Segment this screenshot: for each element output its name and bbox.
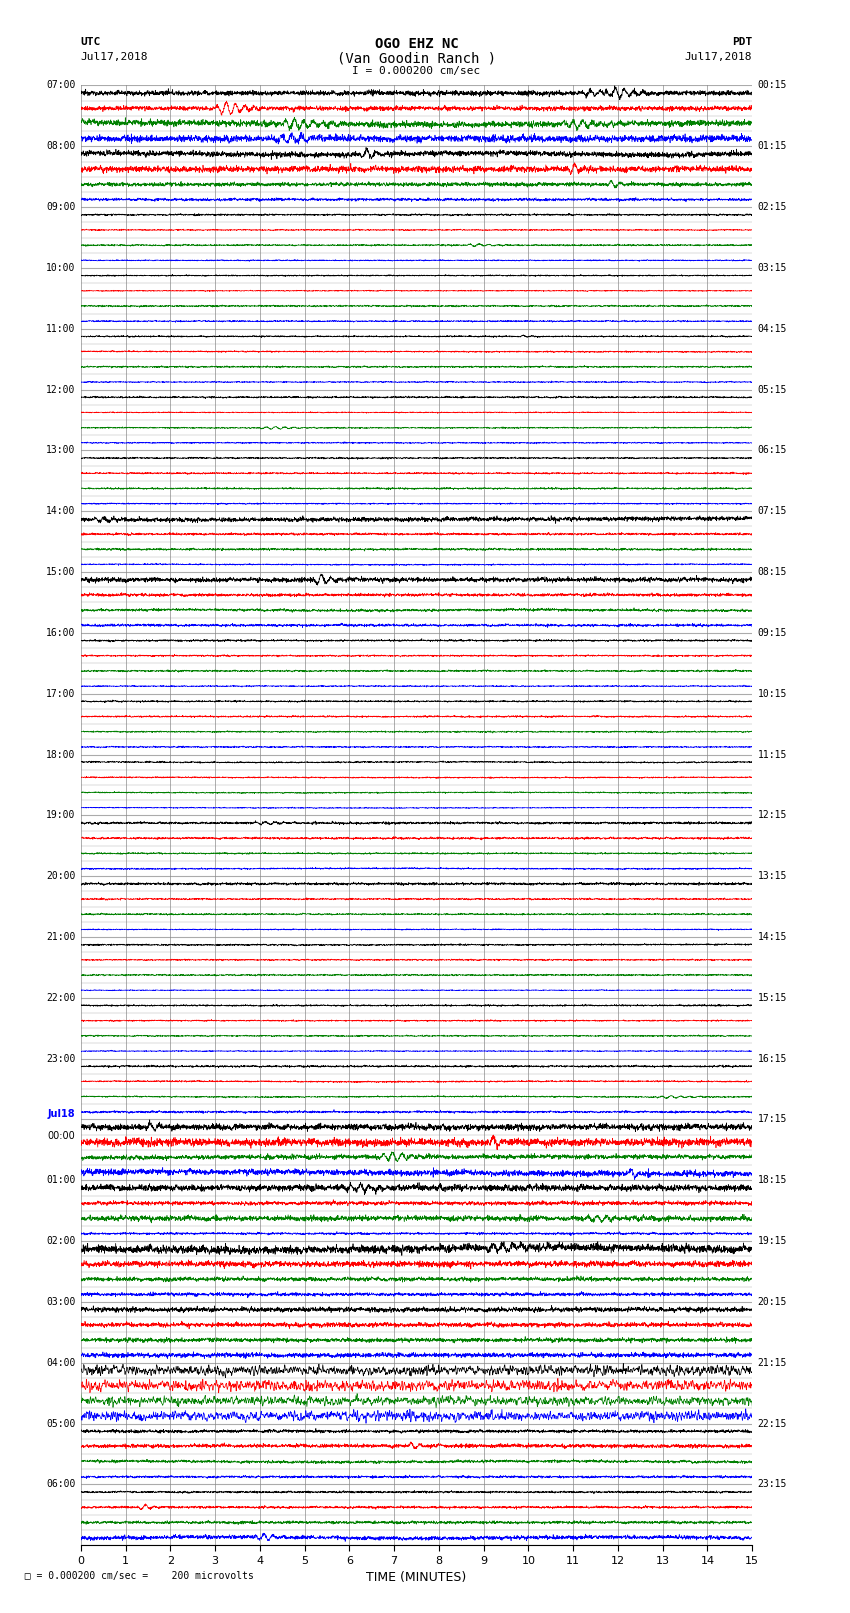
Text: Jul18: Jul18 <box>48 1110 76 1119</box>
Text: 16:00: 16:00 <box>46 627 76 637</box>
Text: 21:15: 21:15 <box>757 1358 787 1368</box>
Text: 14:15: 14:15 <box>757 932 787 942</box>
Text: 22:00: 22:00 <box>46 994 76 1003</box>
Text: 09:15: 09:15 <box>757 627 787 637</box>
Text: UTC: UTC <box>81 37 101 47</box>
Text: 12:15: 12:15 <box>757 810 787 821</box>
Text: 05:15: 05:15 <box>757 384 787 395</box>
Text: 00:00: 00:00 <box>48 1119 76 1140</box>
Text: 19:15: 19:15 <box>757 1236 787 1247</box>
Text: □ = 0.000200 cm/sec =    200 microvolts: □ = 0.000200 cm/sec = 200 microvolts <box>13 1571 253 1581</box>
Text: 07:00: 07:00 <box>46 81 76 90</box>
Text: 07:15: 07:15 <box>757 506 787 516</box>
Text: 20:15: 20:15 <box>757 1297 787 1307</box>
Text: 02:15: 02:15 <box>757 202 787 213</box>
Text: OGO EHZ NC: OGO EHZ NC <box>375 37 458 52</box>
Text: 14:00: 14:00 <box>46 506 76 516</box>
Text: 11:00: 11:00 <box>46 324 76 334</box>
Text: 08:00: 08:00 <box>46 142 76 152</box>
Text: 01:15: 01:15 <box>757 142 787 152</box>
Text: 18:00: 18:00 <box>46 750 76 760</box>
Text: PDT: PDT <box>732 37 752 47</box>
Text: 22:15: 22:15 <box>757 1418 787 1429</box>
Text: 23:15: 23:15 <box>757 1479 787 1489</box>
Text: 08:15: 08:15 <box>757 568 787 577</box>
X-axis label: TIME (MINUTES): TIME (MINUTES) <box>366 1571 467 1584</box>
Text: 06:15: 06:15 <box>757 445 787 455</box>
Text: 01:00: 01:00 <box>46 1176 76 1186</box>
Text: 23:00: 23:00 <box>46 1053 76 1063</box>
Text: 15:15: 15:15 <box>757 994 787 1003</box>
Text: 10:00: 10:00 <box>46 263 76 273</box>
Text: 19:00: 19:00 <box>46 810 76 821</box>
Text: 04:00: 04:00 <box>46 1358 76 1368</box>
Text: 03:00: 03:00 <box>46 1297 76 1307</box>
Text: (Van Goodin Ranch ): (Van Goodin Ranch ) <box>337 52 496 66</box>
Text: 17:15: 17:15 <box>757 1115 787 1124</box>
Text: 04:15: 04:15 <box>757 324 787 334</box>
Text: 05:00: 05:00 <box>46 1418 76 1429</box>
Text: 12:00: 12:00 <box>46 384 76 395</box>
Text: 03:15: 03:15 <box>757 263 787 273</box>
Text: Jul17,2018: Jul17,2018 <box>81 52 148 61</box>
Text: 13:15: 13:15 <box>757 871 787 881</box>
Text: 13:00: 13:00 <box>46 445 76 455</box>
Text: Jul17,2018: Jul17,2018 <box>685 52 752 61</box>
Text: 15:00: 15:00 <box>46 568 76 577</box>
Text: 18:15: 18:15 <box>757 1176 787 1186</box>
Text: 11:15: 11:15 <box>757 750 787 760</box>
Text: 00:15: 00:15 <box>757 81 787 90</box>
Text: 10:15: 10:15 <box>757 689 787 698</box>
Text: 17:00: 17:00 <box>46 689 76 698</box>
Text: 20:00: 20:00 <box>46 871 76 881</box>
Text: 06:00: 06:00 <box>46 1479 76 1489</box>
Text: 09:00: 09:00 <box>46 202 76 213</box>
Text: I = 0.000200 cm/sec: I = 0.000200 cm/sec <box>353 66 480 76</box>
Text: 02:00: 02:00 <box>46 1236 76 1247</box>
Text: 16:15: 16:15 <box>757 1053 787 1063</box>
Text: 21:00: 21:00 <box>46 932 76 942</box>
